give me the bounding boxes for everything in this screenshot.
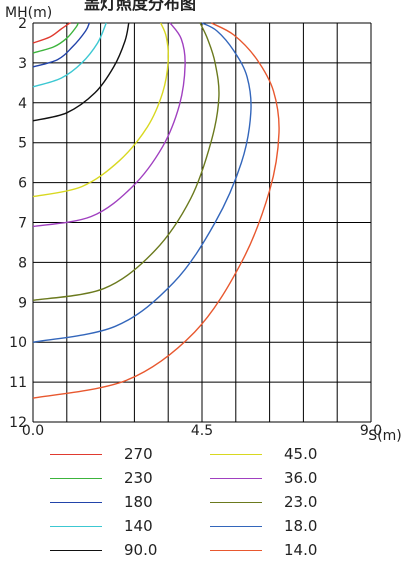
legend-item: 230 [50, 468, 205, 488]
legend-swatch [210, 454, 262, 455]
y-tick-label: 12 [9, 415, 27, 431]
legend-item: 18.0 [210, 516, 365, 536]
legend-item: 90.0 [50, 540, 205, 560]
y-tick-label: 4 [18, 96, 27, 112]
isolux-curve-270 [32, 22, 71, 44]
isolux-curve-90.0 [32, 22, 130, 122]
legend-label: 18.0 [284, 517, 318, 535]
legend-item: 45.0 [210, 444, 365, 464]
legend-label: 140 [124, 517, 153, 535]
isolux-curve-14.0 [32, 22, 280, 399]
legend-item: 270 [50, 444, 205, 464]
legend-item: 140 [50, 516, 205, 536]
y-tick-label: 3 [18, 56, 27, 72]
legend-label: 36.0 [284, 469, 318, 487]
x-tick-label: 9.0 [360, 423, 382, 439]
legend-item: 23.0 [210, 492, 365, 512]
legend-label: 90.0 [124, 541, 158, 559]
legend-swatch [210, 550, 262, 551]
legend-swatch [210, 526, 262, 527]
x-tick-label: 4.5 [191, 423, 213, 439]
legend-swatch [50, 454, 102, 455]
legend-swatch [50, 526, 102, 527]
y-tick-label: 8 [18, 255, 27, 271]
x-tick-label: 0.0 [22, 423, 44, 439]
legend-label: 270 [124, 445, 153, 463]
legend-item: 14.0 [210, 540, 365, 560]
legend-swatch [210, 502, 262, 503]
isolux-curve-180 [32, 22, 90, 68]
isolux-curve-23.0 [32, 22, 220, 301]
legend-item: 36.0 [210, 468, 365, 488]
isolux-chart: 2 3 4 5 6 7 8 9 10 11 120.0 4.5 9.0 MH(m) S(m) [5, 5, 402, 444]
isolux-curve-18.0 [32, 22, 252, 343]
isolux-curve-36.0 [32, 22, 186, 228]
legend-label: 45.0 [284, 445, 318, 463]
grid-layer [32, 22, 372, 423]
isolux-curve-140 [32, 22, 107, 88]
legend-label: 14.0 [284, 541, 318, 559]
legend-label: 230 [124, 469, 153, 487]
y-tick-label: 11 [9, 375, 27, 391]
y-tick-label: 10 [9, 335, 27, 351]
legend-swatch [210, 478, 262, 479]
isolux-curve-230 [32, 22, 79, 54]
x-axis-label: S(m) [368, 428, 401, 444]
y-tick-label: 9 [18, 295, 27, 311]
legend: 270 230 180 140 90.0 45.0 36.0 23.0 18.0 14.0 [50, 444, 380, 564]
legend-label: 180 [124, 493, 153, 511]
y-tick-label: 2 [18, 16, 27, 32]
legend-label: 23.0 [284, 493, 318, 511]
y-tick-label: 7 [18, 216, 27, 232]
y-tick-label: 6 [18, 176, 27, 192]
legend-swatch [50, 478, 102, 479]
isolux-curve-45.0 [32, 22, 170, 198]
legend-swatch [50, 502, 102, 503]
y-axis-label: MH(m) [5, 5, 52, 21]
axis-layer: 2 3 4 5 6 7 8 9 10 11 120.0 4.5 9.0 MH(m) S(m) [5, 5, 402, 444]
legend-item: 180 [50, 492, 205, 512]
chart-title: 盖灯照度分布图 [84, 0, 197, 13]
legend-swatch [50, 550, 102, 551]
y-tick-label: 5 [18, 136, 27, 152]
curve-layer [32, 22, 280, 399]
